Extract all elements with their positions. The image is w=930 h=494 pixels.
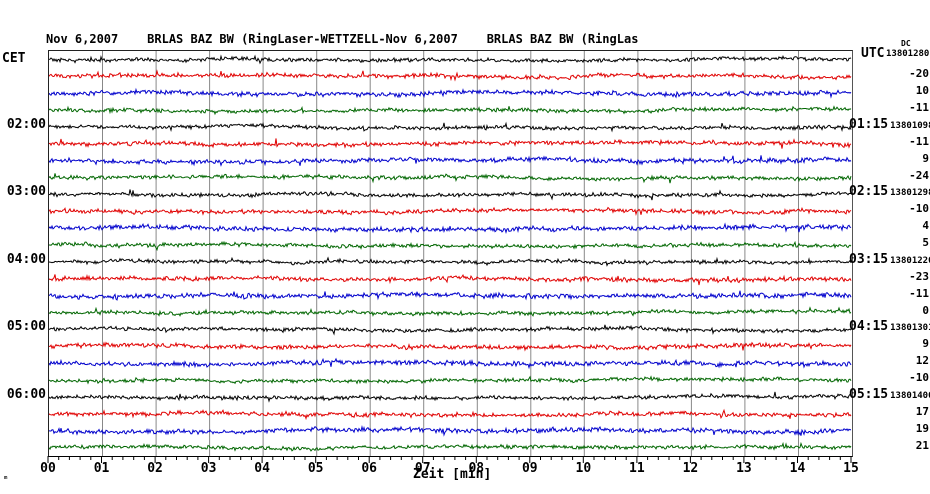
trace-offset-value: 9: [922, 151, 929, 165]
trace-offset-value: 0: [922, 303, 929, 317]
utc-axis-label: UTC: [861, 46, 885, 61]
seismic-trace-green: [49, 240, 852, 252]
seismic-trace-green: [49, 173, 852, 184]
trace-offset-value: -11: [909, 101, 929, 115]
counter-value: 13801298: [890, 188, 930, 199]
utc-hour-label: 04:15 13801301: [849, 320, 930, 334]
utc-hour-label: 02:15 13801298: [849, 185, 930, 199]
minute-tick-label: 06: [361, 461, 378, 476]
trace-offset-value: -11: [909, 134, 929, 148]
seismic-trace-black: [49, 54, 852, 65]
counter-value: 13801098: [890, 120, 930, 131]
trace-offset-value: 4: [922, 219, 929, 233]
trace-offset-value: -20: [909, 67, 929, 81]
helicorder-plot: [48, 50, 853, 457]
counter-value: 13801280: [886, 49, 930, 59]
seismic-trace-green: [49, 441, 852, 452]
minute-tick-label: 02: [147, 461, 163, 476]
cet-axis-label: CET: [2, 51, 26, 66]
utc-hour-time: 04:15: [849, 319, 889, 335]
trace-offset-value: -10: [909, 371, 929, 385]
trace-offset-value: 19: [915, 421, 929, 435]
cet-hour-label: 06:00: [6, 386, 46, 402]
minute-tick-label: 11: [629, 461, 645, 476]
seismic-trace-red: [49, 138, 852, 149]
minute-tick-label: 13: [736, 461, 752, 476]
minute-tick-label: 12: [682, 461, 699, 476]
trace-offset-value: -23: [909, 269, 929, 283]
trace-offset-value: 12: [915, 354, 929, 368]
seismic-traces-canvas: [49, 51, 852, 456]
utc-hour-time: 02:15: [849, 184, 889, 200]
utc-hour-time: 01:15: [849, 116, 889, 132]
seismic-trace-black: [49, 121, 852, 133]
seismic-trace-blue: [49, 290, 852, 301]
seismic-trace-blue: [49, 155, 852, 167]
seismic-trace-green: [49, 375, 852, 385]
page-title: Nov 6,2007 BRLAS BAZ BW (RingLaser-WETTZ…: [46, 32, 639, 46]
seismic-trace-red: [49, 408, 852, 421]
seismic-trace-blue: [49, 222, 852, 234]
minute-tick-label: 04: [254, 461, 270, 476]
utc-hour-label: 05:15 13801400: [849, 386, 930, 402]
seismic-trace-green: [49, 105, 852, 116]
minute-tick-label: 09: [521, 461, 538, 476]
seismic-trace-black: [49, 324, 852, 336]
minute-tick-label: 15: [843, 461, 859, 476]
trace-offset-value: 9: [922, 337, 929, 351]
seismic-trace-red: [49, 69, 852, 82]
trace-offset-value: -10: [909, 202, 929, 216]
trace-offset-value: 10: [915, 84, 929, 98]
minute-tick-label: 05: [307, 461, 324, 476]
seismic-trace-green: [49, 306, 852, 317]
counter-value: 13801301: [890, 323, 930, 334]
time-axis: [47, 456, 852, 463]
seismic-trace-black: [49, 391, 852, 403]
counter-value: 13801220: [890, 255, 930, 266]
seismic-trace-black: [49, 256, 852, 267]
minute-tick-label: 10: [575, 461, 592, 476]
utc-hour-label: 01:15 13801098: [849, 116, 930, 132]
seismic-trace-red: [49, 273, 852, 286]
minute-tick-label: 08: [468, 461, 485, 476]
seismic-trace-black: [49, 189, 852, 201]
seismic-trace-red: [49, 341, 852, 352]
seismic-trace-red: [49, 206, 852, 217]
trace-offset-value: -11: [909, 286, 929, 300]
corner-mark: ₘ: [3, 472, 9, 482]
cet-hour-label: 03:00: [6, 184, 46, 200]
utc-hour-time: 05:15: [849, 386, 889, 402]
trace-offset-value: 21: [915, 438, 929, 452]
cet-hour-label: 05:00: [6, 319, 46, 335]
minute-tick-label: 00: [40, 461, 56, 476]
seismic-trace-blue: [49, 425, 852, 437]
minute-tick-label: 14: [789, 461, 806, 476]
utc-hour-label: 03:15 13801220: [849, 251, 930, 267]
trace-offset-value: 5: [922, 236, 929, 250]
seismic-trace-blue: [49, 87, 852, 99]
trace-offset-value: 17: [915, 404, 929, 418]
minute-tick-label: 07: [414, 461, 431, 476]
minute-tick-label: 03: [200, 461, 217, 476]
seismic-trace-blue: [49, 357, 852, 370]
minute-tick-label: 01: [93, 461, 110, 476]
time-axis-label: Zeit [min]: [413, 467, 492, 482]
cet-hour-label: 02:00: [6, 116, 46, 132]
utc-hour-time: 03:15: [849, 251, 889, 267]
trace-offset-value: -24: [909, 168, 929, 182]
cet-hour-label: 04:00: [6, 251, 46, 267]
counter-value: 13801400: [890, 390, 930, 401]
dc-column-label: DC: [901, 39, 911, 48]
